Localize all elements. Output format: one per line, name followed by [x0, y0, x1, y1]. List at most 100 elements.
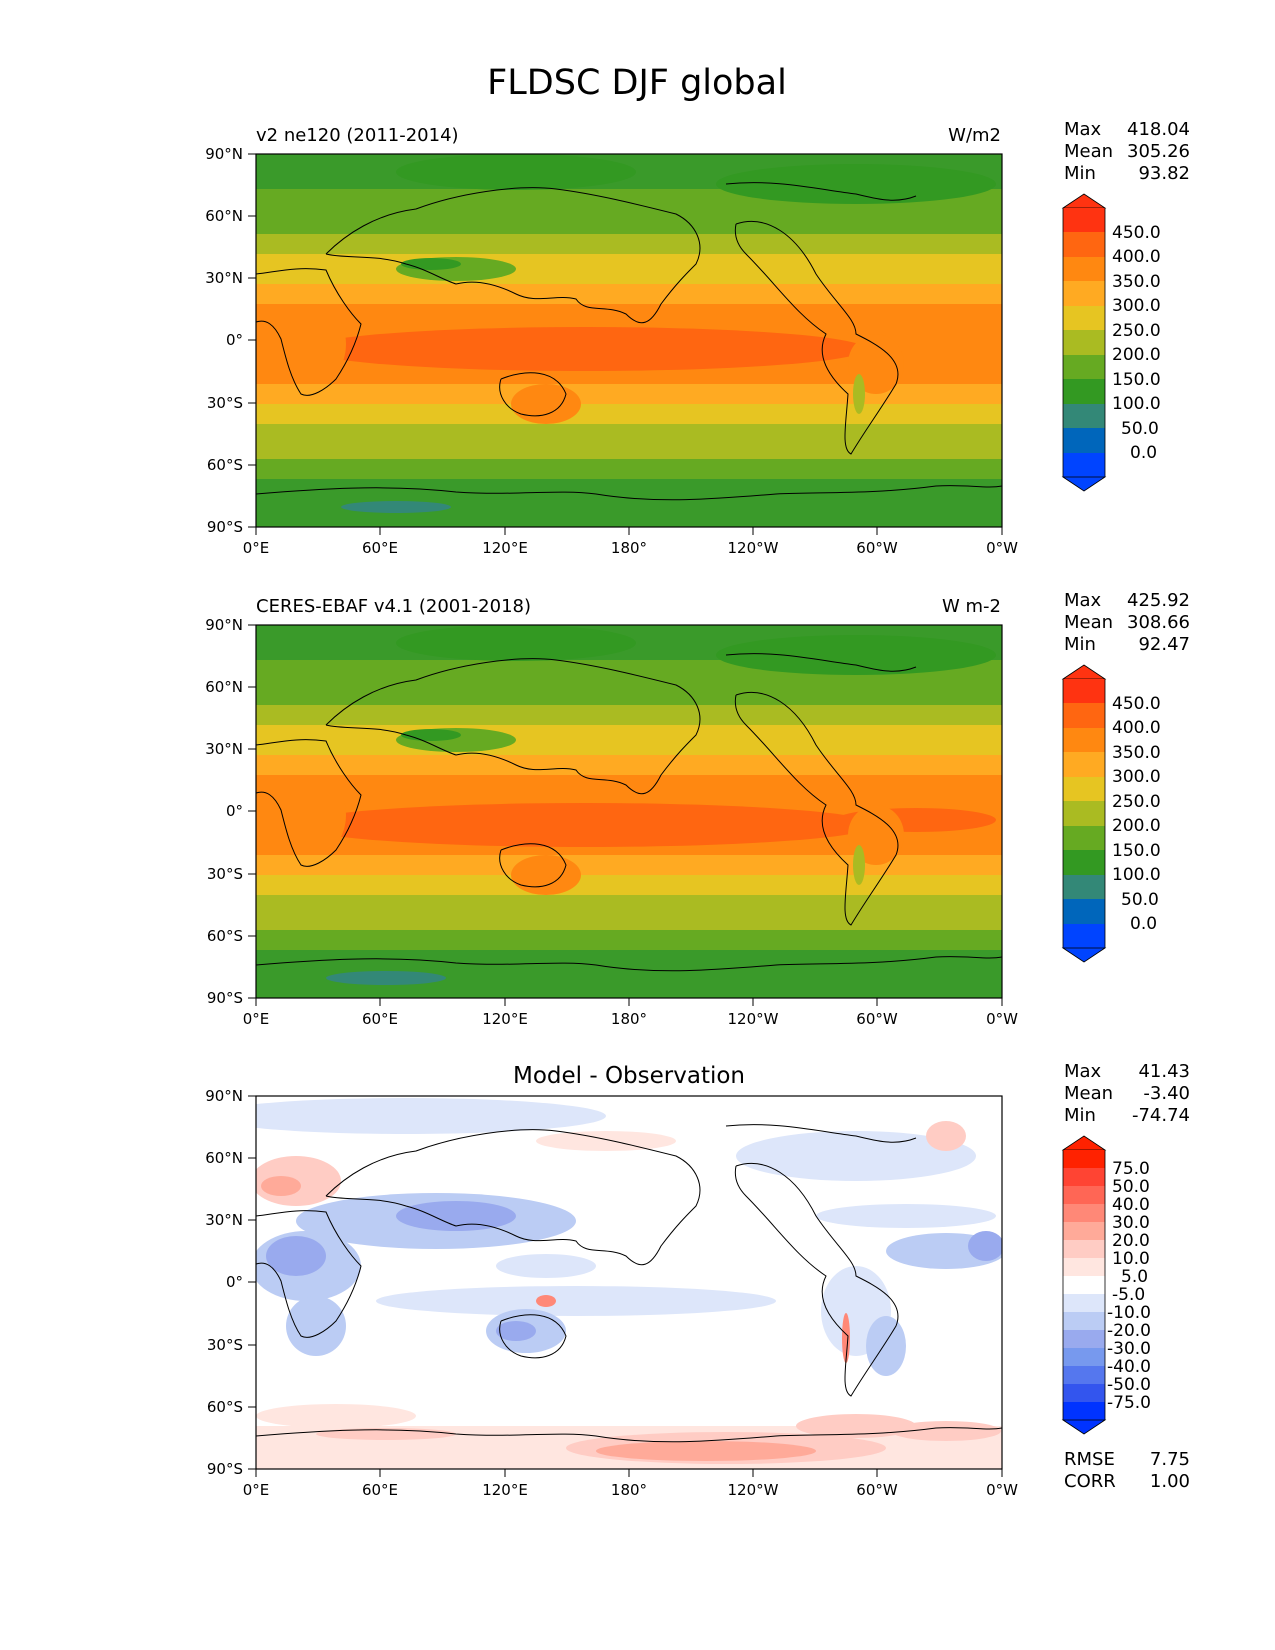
- lat-ticks: 90°N 60°N 30°N 0° 30°S 60°S 90°S: [205, 1087, 256, 1478]
- coastlines: [255, 182, 1003, 501]
- colorbar-label: 450.0: [1112, 694, 1161, 714]
- stat-label: RMSE: [1064, 1449, 1115, 1470]
- stat-label: Min: [1064, 634, 1096, 655]
- lat-tick-label: 30°S: [207, 865, 243, 883]
- colorbar-label: 50.0: [1121, 890, 1159, 910]
- panel-observation: CERES-EBAF v4.1 (2001-2018) W m-2: [205, 590, 1190, 1028]
- lat-tick-label: 0°: [226, 1273, 243, 1291]
- lon-tick-label: 0°E: [243, 539, 270, 557]
- lon-ticks: 0°E 60°E 120°E 180° 120°W 60°W 0°W: [243, 1469, 1018, 1499]
- colorbar-label: 350.0: [1112, 272, 1161, 292]
- lon-tick-label: 60°W: [856, 539, 898, 557]
- stat-label: Max: [1064, 590, 1102, 611]
- colorbar-label: 400.0: [1112, 247, 1161, 267]
- lat-tick-label: 90°N: [205, 145, 243, 163]
- colorbar: 450.0 400.0 350.0 300.0 250.0 200.0 150.…: [1061, 193, 1161, 492]
- stat-value: -74.74: [1132, 1105, 1190, 1126]
- stats-box: Max 418.04 Mean 305.26 Min 93.82: [1064, 119, 1190, 184]
- lon-tick-label: 0°W: [986, 1010, 1018, 1028]
- colorbar-label: 350.0: [1112, 743, 1161, 763]
- colorbar-label: 75.0: [1112, 1159, 1150, 1179]
- coastlines: [255, 653, 1003, 972]
- colorbar-label: 100.0: [1112, 865, 1161, 885]
- colorbar-label: 300.0: [1112, 296, 1161, 316]
- lon-tick-label: 180°: [611, 1481, 647, 1499]
- stat-value: 308.66: [1127, 612, 1190, 633]
- colorbar-label: 5.0: [1121, 1267, 1148, 1287]
- map-area: [255, 624, 1003, 999]
- colorbar: 450.0 400.0 350.0 300.0 250.0 200.0 150.…: [1061, 664, 1161, 963]
- stat-value: 92.47: [1138, 634, 1190, 655]
- lon-tick-label: 60°W: [856, 1481, 898, 1499]
- lon-tick-label: 120°E: [482, 539, 528, 557]
- lon-ticks: 0°E 60°E 120°E 180° 120°W 60°W 0°W: [243, 527, 1018, 557]
- lat-tick-label: 60°S: [207, 1398, 243, 1416]
- colorbar-label: 0.0: [1130, 443, 1157, 463]
- figure-title: FLDSC DJF global: [487, 63, 787, 103]
- lat-tick-label: 90°S: [207, 989, 243, 1007]
- lat-tick-label: 60°N: [205, 678, 243, 696]
- colorbar-label: 0.0: [1130, 914, 1157, 934]
- panel-subtitle: CERES-EBAF v4.1 (2001-2018): [256, 596, 531, 617]
- lon-tick-label: 60°W: [856, 1010, 898, 1028]
- lon-tick-label: 120°E: [482, 1481, 528, 1499]
- lon-tick-label: 120°W: [728, 539, 779, 557]
- stat-value: 41.43: [1138, 1061, 1190, 1082]
- lat-tick-label: 60°S: [207, 927, 243, 945]
- lat-tick-label: 0°: [226, 802, 243, 820]
- stat-value: 418.04: [1127, 119, 1190, 140]
- colorbar-label: 10.0: [1112, 1249, 1150, 1269]
- lat-tick-label: 30°N: [205, 1211, 243, 1229]
- coastlines: [255, 1124, 1003, 1443]
- colorbar-label: 250.0: [1112, 321, 1161, 341]
- stat-label: Mean: [1064, 1083, 1113, 1104]
- error-stats: RMSE 7.75 CORR 1.00: [1064, 1449, 1190, 1492]
- lon-tick-label: 60°E: [362, 1010, 398, 1028]
- colorbar-label: -50.0: [1107, 1375, 1151, 1395]
- lat-tick-label: 90°S: [207, 518, 243, 536]
- lon-tick-label: 0°E: [243, 1010, 270, 1028]
- map-area: [255, 1095, 1003, 1470]
- panel-model: v2 ne120 (2011-2014) W/m2: [205, 119, 1190, 557]
- panel-title: Model - Observation: [513, 1063, 745, 1089]
- lat-tick-label: 60°N: [205, 207, 243, 225]
- stat-value: 1.00: [1150, 1471, 1190, 1492]
- lat-tick-label: 30°S: [207, 394, 243, 412]
- colorbar-label: 100.0: [1112, 394, 1161, 414]
- lon-tick-label: 180°: [611, 539, 647, 557]
- stats-box: Max 425.92 Mean 308.66 Min 92.47: [1064, 590, 1190, 655]
- panel-units: W/m2: [948, 125, 1001, 146]
- colorbar-label: -40.0: [1107, 1357, 1151, 1377]
- lat-tick-label: 30°N: [205, 269, 243, 287]
- colorbar-label: -75.0: [1107, 1393, 1151, 1413]
- stat-value: -3.40: [1143, 1083, 1190, 1104]
- lat-ticks: 90°N 60°N 30°N 0° 30°S 60°S 90°S: [205, 145, 256, 536]
- lon-tick-label: 180°: [611, 1010, 647, 1028]
- lon-tick-label: 0°W: [986, 1481, 1018, 1499]
- colorbar-label: 20.0: [1112, 1231, 1150, 1251]
- colorbar-label: -10.0: [1107, 1303, 1151, 1323]
- colorbar-label: 450.0: [1112, 223, 1161, 243]
- lon-tick-label: 120°W: [728, 1010, 779, 1028]
- stat-value: 305.26: [1127, 141, 1190, 162]
- stat-label: Max: [1064, 1061, 1102, 1082]
- panel-difference: Model - Observation: [205, 1061, 1190, 1499]
- map-area: [255, 153, 1003, 528]
- lat-tick-label: 30°S: [207, 1336, 243, 1354]
- colorbar-label: -20.0: [1107, 1321, 1151, 1341]
- colorbar-label: 300.0: [1112, 767, 1161, 787]
- stat-value: 425.92: [1127, 590, 1190, 611]
- colorbar-label: 40.0: [1112, 1195, 1150, 1215]
- stat-value: 7.75: [1150, 1449, 1190, 1470]
- colorbar-label: -30.0: [1107, 1339, 1151, 1359]
- lon-tick-label: 120°W: [728, 1481, 779, 1499]
- lon-tick-label: 60°E: [362, 1481, 398, 1499]
- lat-tick-label: 0°: [226, 331, 243, 349]
- lon-tick-label: 0°E: [243, 1481, 270, 1499]
- colorbar-label: 50.0: [1121, 419, 1159, 439]
- lat-ticks: 90°N 60°N 30°N 0° 30°S 60°S 90°S: [205, 616, 256, 1007]
- colorbar-label: 200.0: [1112, 345, 1161, 365]
- colorbar-label: -5.0: [1112, 1285, 1145, 1305]
- colorbar-label: 200.0: [1112, 816, 1161, 836]
